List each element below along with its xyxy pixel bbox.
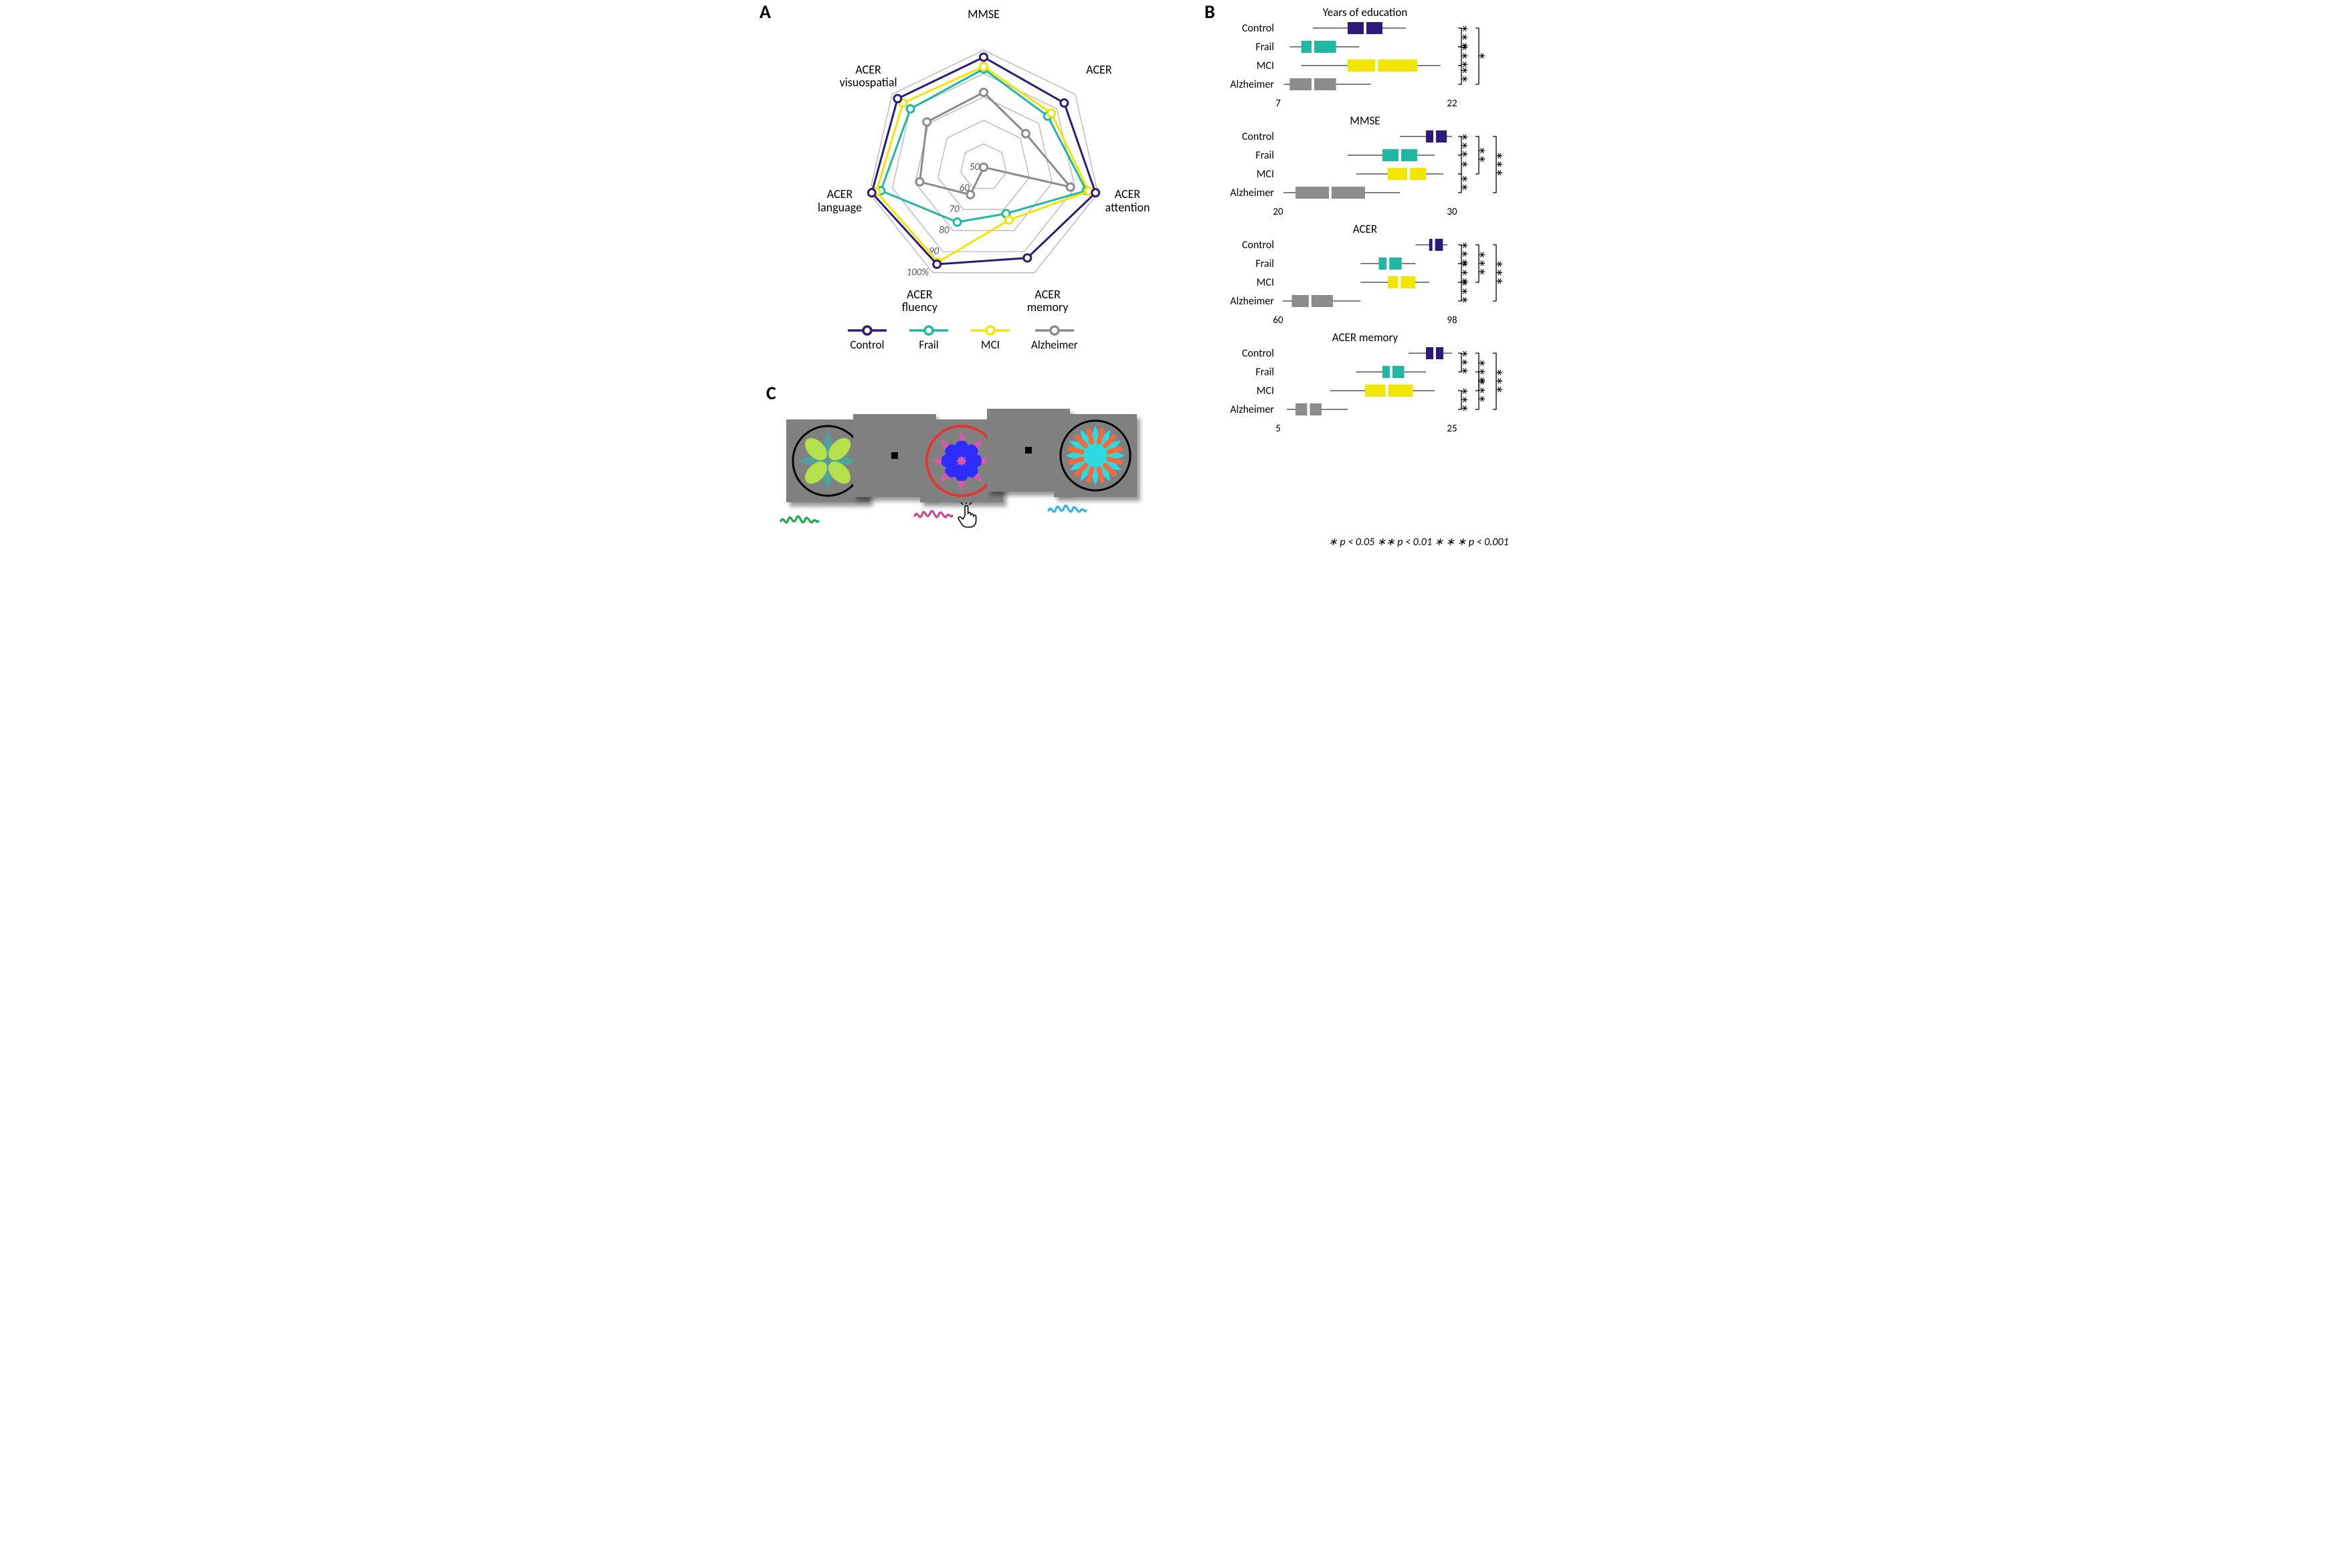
stimulus-card bbox=[1054, 414, 1137, 497]
boxplot-mmse: MMSEControlFrailMCIAlzheimer2030∗∗∗∗∗∗∗∗… bbox=[1218, 114, 1579, 218]
svg-text:∗∗: ∗∗ bbox=[1459, 175, 1471, 191]
radar-axis-label: ACER bbox=[1062, 64, 1136, 77]
svg-text:∗∗: ∗∗ bbox=[1477, 146, 1488, 163]
figure: A 5060708090100% MMSEACERACER attentionA… bbox=[759, 0, 1583, 552]
svg-text:80: 80 bbox=[939, 225, 950, 237]
panel-b-label: B bbox=[1204, 0, 1215, 23]
sound-squiggle-icon bbox=[913, 506, 954, 524]
legend-item: Frail bbox=[908, 324, 950, 352]
svg-text:Control: Control bbox=[1242, 22, 1274, 35]
radar-axis-label: ACER language bbox=[803, 188, 877, 215]
svg-text:MCI: MCI bbox=[1257, 60, 1274, 72]
panel-c-label: C bbox=[766, 381, 776, 405]
svg-text:MCI: MCI bbox=[1257, 276, 1274, 289]
radar-axis-label: ACER attention bbox=[1091, 188, 1164, 215]
legend-label: Control bbox=[850, 338, 884, 352]
boxplot-title: ACER memory bbox=[1278, 330, 1452, 345]
radar-axis-label: ACER visuospatial bbox=[832, 64, 905, 90]
svg-text:∗: ∗ bbox=[1477, 52, 1488, 61]
legend-label: Frail bbox=[919, 338, 938, 352]
svg-text:Frail: Frail bbox=[1255, 149, 1274, 162]
svg-text:5: 5 bbox=[1275, 423, 1281, 435]
svg-text:Frail: Frail bbox=[1255, 366, 1274, 379]
svg-text:98: 98 bbox=[1447, 314, 1457, 326]
svg-text:70: 70 bbox=[949, 203, 960, 215]
svg-text:∗∗∗: ∗∗∗ bbox=[1494, 369, 1506, 394]
svg-text:Frail: Frail bbox=[1255, 258, 1274, 270]
svg-text:Control: Control bbox=[1242, 239, 1274, 252]
svg-text:50: 50 bbox=[970, 161, 980, 173]
svg-text:20: 20 bbox=[1273, 206, 1283, 218]
svg-text:∗∗∗: ∗∗∗ bbox=[1494, 260, 1506, 286]
radar-axis-label: MMSE bbox=[947, 8, 1020, 21]
radar-axis-label: ACER memory bbox=[1011, 288, 1085, 315]
svg-text:MCI: MCI bbox=[1257, 385, 1274, 397]
panel-c: C bbox=[766, 381, 1194, 549]
svg-text:Alzheimer: Alzheimer bbox=[1230, 403, 1274, 416]
svg-text:∗∗∗: ∗∗∗ bbox=[1459, 350, 1471, 375]
significance-legend: ∗ p < 0.05 ∗∗ p < 0.01 ∗ ∗ ∗ p < 0.001 bbox=[1258, 535, 1579, 549]
svg-text:100%: 100% bbox=[907, 267, 929, 279]
svg-text:∗∗∗: ∗∗∗ bbox=[1477, 359, 1488, 385]
boxplot-years-of-education: Years of education Control Frail MCI Alzheim… bbox=[1218, 5, 1579, 110]
legend-item: Control bbox=[846, 324, 888, 352]
svg-text:Alzheimer: Alzheimer bbox=[1230, 78, 1274, 91]
svg-text:Alzheimer: Alzheimer bbox=[1230, 187, 1274, 199]
svg-text:∗∗∗: ∗∗∗ bbox=[1459, 279, 1471, 304]
radar-axis-label: ACER fluency bbox=[883, 288, 956, 315]
svg-text:22: 22 bbox=[1447, 98, 1457, 110]
boxplot-acer-memory: ACER memoryControlFrailMCIAlzheimer525∗∗… bbox=[1218, 330, 1579, 435]
svg-text:∗: ∗ bbox=[1459, 161, 1471, 169]
legend-label: Alzheimer bbox=[1031, 338, 1078, 352]
svg-text:30: 30 bbox=[1447, 206, 1457, 218]
svg-text:25: 25 bbox=[1447, 423, 1457, 435]
svg-text:MCI: MCI bbox=[1257, 168, 1274, 181]
svg-text:∗∗: ∗∗ bbox=[1459, 66, 1471, 83]
sound-squiggle-icon bbox=[780, 512, 820, 529]
radar-chart: 5060708090100% MMSEACERACER attentionACE… bbox=[840, 20, 1128, 308]
legend-label: MCI bbox=[981, 338, 1000, 352]
svg-text:∗∗∗: ∗∗∗ bbox=[1477, 251, 1488, 276]
boxplot-title: ACER bbox=[1278, 222, 1452, 236]
svg-text:7: 7 bbox=[1275, 98, 1281, 110]
svg-text:60: 60 bbox=[1273, 314, 1283, 326]
panel-a: A 5060708090100% MMSEACERACER attentionA… bbox=[759, 0, 1194, 361]
svg-text:Control: Control bbox=[1242, 347, 1274, 360]
boxplot-acer: ACERControlFrailMCIAlzheimer6098∗∗∗∗∗∗∗∗… bbox=[1218, 222, 1579, 326]
panel-b: B Years of education Control Frail MCI Alzhe… bbox=[1204, 0, 1579, 549]
boxplot-title: Years of education bbox=[1278, 5, 1452, 19]
legend-item: Alzheimer bbox=[1031, 324, 1078, 352]
legend-item: MCI bbox=[970, 324, 1011, 352]
svg-text:Frail: Frail bbox=[1255, 41, 1274, 54]
click-hand-icon bbox=[956, 502, 979, 529]
svg-text:Alzheimer: Alzheimer bbox=[1230, 295, 1274, 308]
svg-text:∗∗∗: ∗∗∗ bbox=[1459, 387, 1471, 413]
svg-text:Control: Control bbox=[1242, 130, 1274, 143]
sound-squiggle-icon bbox=[1047, 501, 1087, 518]
panel-a-label: A bbox=[759, 0, 771, 23]
panel-a-legend: Control Frail MCI Alzheimer bbox=[846, 324, 1078, 352]
boxplot-title: MMSE bbox=[1278, 114, 1452, 128]
svg-text:∗∗∗: ∗∗∗ bbox=[1494, 152, 1506, 177]
